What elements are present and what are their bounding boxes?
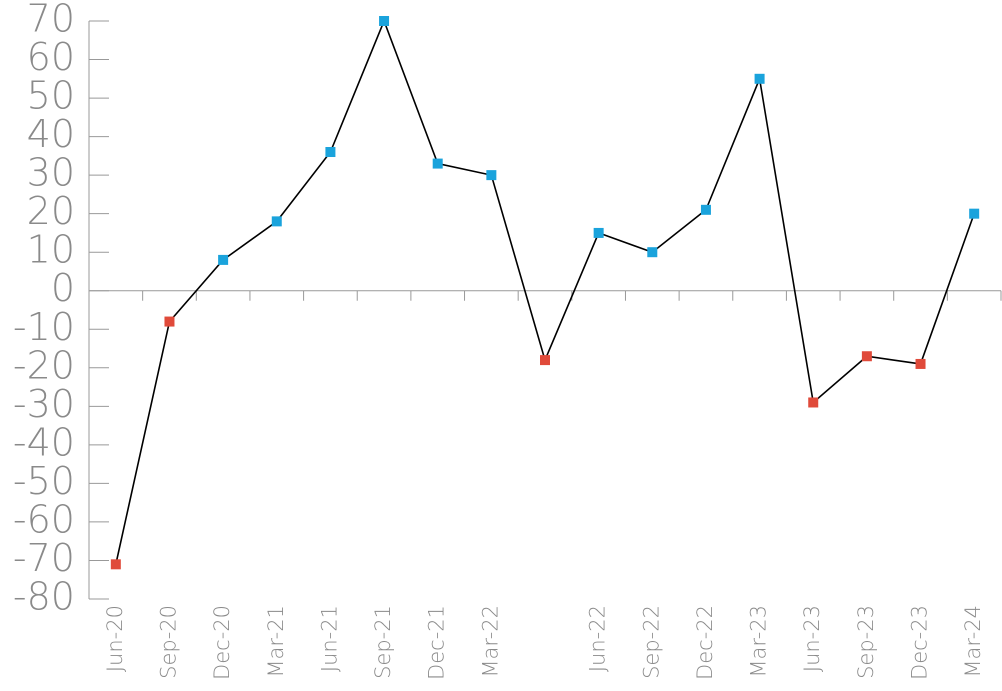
- x-tick-label: Dec-21: [425, 605, 449, 680]
- marker: [540, 355, 550, 366]
- marker: [271, 216, 282, 227]
- marker: [325, 147, 336, 158]
- y-tick-label: -10: [13, 305, 75, 349]
- y-tick-label: -30: [13, 382, 75, 426]
- marker: [164, 316, 175, 327]
- marker: [218, 254, 229, 265]
- x-tick-label: Mar-23: [747, 605, 771, 678]
- y-tick-label: -50: [13, 459, 75, 503]
- marker: [808, 397, 819, 408]
- x-tick-label: Sep-22: [639, 605, 663, 679]
- x-tick-label: Dec-20: [210, 605, 234, 680]
- marker: [969, 208, 980, 219]
- y-tick-label: 0: [51, 266, 75, 310]
- marker: [647, 247, 658, 258]
- marker: [379, 16, 390, 26]
- line: [115, 18, 975, 565]
- y-tick-label: -60: [13, 497, 75, 541]
- y-tick-label: 50: [27, 74, 75, 118]
- x-tick-label: Dec-22: [693, 605, 717, 680]
- x-tick-label: Sep-23: [854, 605, 878, 679]
- x-tick-label: Jun-23: [800, 605, 824, 672]
- x-tick-label: Mar-24: [961, 605, 985, 678]
- y-tick-label: -80: [13, 575, 75, 619]
- marker: [915, 358, 926, 369]
- x-tick-label: Jun-22: [586, 605, 610, 672]
- y-tick-label: -70: [13, 536, 75, 580]
- x-tick-label: Jun-21: [317, 605, 341, 672]
- y-tick-label: 60: [27, 35, 75, 79]
- y-tick-label: 30: [27, 151, 75, 195]
- x-tick-label: Mar-21: [264, 605, 288, 678]
- y-tick-label: 20: [27, 189, 75, 233]
- y-tick-label: -40: [13, 420, 75, 464]
- marker: [110, 559, 121, 570]
- y-tick-label: -20: [13, 343, 75, 387]
- x-tick-label: Mar-22: [478, 605, 502, 678]
- marker: [432, 158, 443, 169]
- marker: [486, 170, 497, 181]
- x-tick-label: Sep-20: [156, 605, 180, 679]
- y-tick-label: 10: [27, 228, 75, 272]
- x-tick-label: Sep-21: [371, 605, 395, 679]
- x-tick-label: Jun-20: [103, 605, 127, 672]
- marker: [754, 73, 765, 84]
- y-tick-label: 40: [27, 112, 75, 156]
- marker: [861, 351, 872, 362]
- x-tick-label: Dec-23: [908, 605, 932, 680]
- marker: [700, 204, 711, 215]
- marker: [593, 227, 604, 238]
- y-tick-label: 70: [27, 0, 75, 41]
